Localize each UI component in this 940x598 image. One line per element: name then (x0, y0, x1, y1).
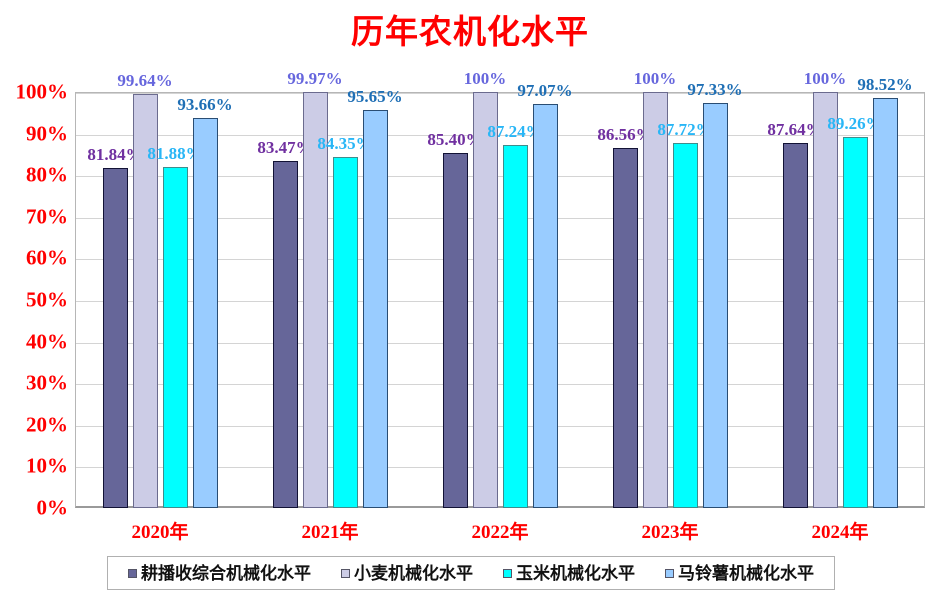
legend-swatch-icon (503, 568, 512, 578)
y-axis-tick-label: 100% (15, 79, 69, 104)
y-axis-tick-label: 0% (36, 495, 69, 520)
plot-area (75, 92, 925, 508)
x-axis-tick-label: 2023年 (641, 522, 699, 543)
gridline (76, 259, 924, 261)
gridline (76, 301, 924, 302)
x-axis: 2020年 2021年 2022年 2023年 2024年 (75, 512, 925, 546)
y-axis-tick-label: 50% (26, 287, 68, 312)
gridline (76, 176, 924, 178)
x-axis-tick-label: 2022年 (471, 522, 529, 543)
legend-swatch-icon (341, 568, 350, 578)
bar-value-label: 100% (803, 69, 847, 88)
x-axis-tick-label: 2021年 (301, 522, 359, 543)
bar-value-label: 99.97% (287, 69, 343, 89)
gridline (76, 384, 924, 386)
legend-label: 小麦机械化水平 (354, 563, 473, 583)
legend-swatch-icon (128, 568, 137, 578)
y-axis-tick-label: 90% (26, 121, 68, 146)
y-axis-tick-label: 80% (26, 162, 68, 187)
legend-label: 玉米机械化水平 (516, 563, 635, 583)
gridline (76, 425, 924, 427)
y-axis-tick-label: 60% (26, 245, 68, 270)
legend-item[interactable]: 马铃薯机械化水平 (665, 565, 814, 582)
legend-label: 马铃薯机械化水平 (678, 563, 814, 583)
legend-swatch-icon (665, 568, 674, 578)
chart-legend: 耕播收综合机械化水平 小麦机械化水平 玉米机械化水平 马铃薯机械化水平 (107, 556, 835, 590)
y-axis-tick-label: 70% (26, 204, 68, 229)
x-axis-tick-label: 2020年 (131, 522, 189, 543)
gridline (76, 134, 924, 136)
x-axis-tick-label: 2024年 (811, 522, 869, 543)
y-axis-tick-label: 40% (26, 329, 68, 354)
legend-item[interactable]: 小麦机械化水平 (341, 565, 473, 582)
chart-title: 历年农机化水平 (351, 15, 589, 51)
y-axis-tick-label: 20% (26, 412, 68, 437)
legend-item[interactable]: 耕播收综合机械化水平 (128, 565, 311, 582)
bar-value-label: 98.52% (857, 75, 913, 95)
y-axis-tick-label: 30% (26, 370, 68, 395)
y-axis-tick-label: 10% (26, 453, 68, 478)
gridline (76, 467, 924, 469)
bar-value-label: 100% (633, 69, 677, 88)
legend-label: 耕播收综合机械化水平 (141, 563, 311, 583)
bar-value-label: 99.64% (117, 70, 173, 90)
gridlines (76, 93, 924, 506)
bar-value-label: 100% (463, 69, 507, 88)
gridline (76, 93, 924, 94)
legend-item[interactable]: 玉米机械化水平 (503, 565, 635, 582)
y-axis: 0% 10% 20% 30% 40% 50% 60% 70% 80% 90% 100% (0, 81, 69, 518)
gridline (76, 217, 924, 219)
gridline (76, 342, 924, 344)
